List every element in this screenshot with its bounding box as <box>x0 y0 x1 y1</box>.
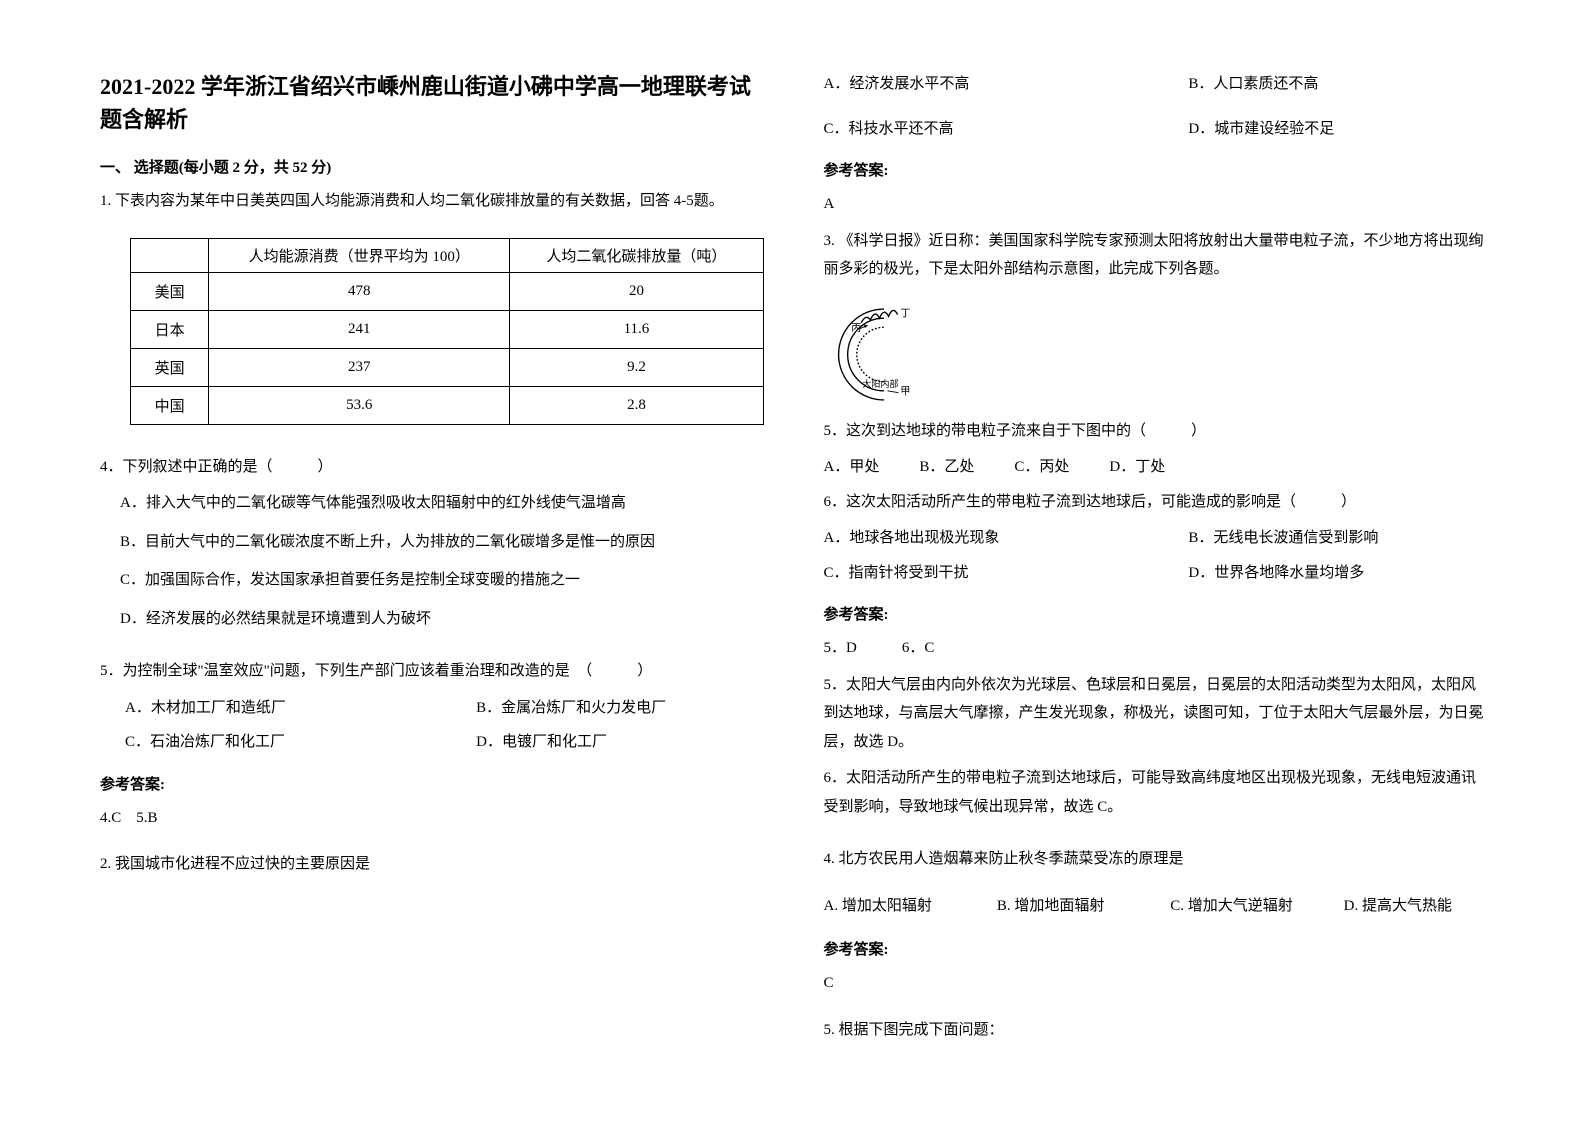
energy-table: 人均能源消费（世界平均为 100） 人均二氧化碳排放量（吨） 美国 478 20… <box>130 238 764 425</box>
diagram-label-ding: 丁 <box>900 308 910 319</box>
q3-q6-option-row: A．地球各地出现极光现象 B．无线电长波通信受到影响 <box>824 524 1488 553</box>
q1-q5-option-a: A．木材加工厂和造纸厂 <box>125 694 476 723</box>
table-cell: 237 <box>209 348 510 386</box>
q1-q4-option-c: C．加强国际合作，发达国家承担首要任务是控制全球变暖的措施之一 <box>120 566 764 595</box>
table-row: 日本 241 11.6 <box>131 310 764 348</box>
q2-option-row: C．科技水平还不高 D．城市建设经验不足 <box>824 115 1488 144</box>
q2-option-b: B．人口素质还不高 <box>1188 70 1487 99</box>
q3-q6-option-d: D．世界各地降水量均增多 <box>1188 559 1487 588</box>
q3-q6-option-a: A．地球各地出现极光现象 <box>824 524 1189 553</box>
table-cell: 53.6 <box>209 386 510 424</box>
q3-q5-option-a: A．甲处 <box>824 453 880 482</box>
table-header-cell <box>131 238 209 272</box>
q1-q5-option-d: D．电镀厂和化工厂 <box>476 728 763 757</box>
q3-q5-options: A．甲处 B．乙处 C．丙处 D．丁处 <box>824 453 1488 482</box>
q2-option-d: D．城市建设经验不足 <box>1188 115 1487 144</box>
q4-option-d: D. 提高大气热能 <box>1344 892 1487 921</box>
q3-q6-stem: 6．这次太阳活动所产生的带电粒子流到达地球后，可能造成的影响是（ ） <box>824 488 1488 517</box>
table-cell: 英国 <box>131 348 209 386</box>
table-cell: 美国 <box>131 272 209 310</box>
q2-answer: A <box>824 190 1488 219</box>
q1-answer-label: 参考答案: <box>100 773 764 794</box>
document-title: 2021-2022 学年浙江省绍兴市嵊州鹿山街道小砩中学高一地理联考试题含解析 <box>100 70 764 136</box>
diagram-label-jia: 甲 <box>900 386 910 397</box>
q3-q5-stem: 5．这次到达地球的带电粒子流来自于下图中的（ ） <box>824 417 1488 446</box>
q1-q5-stem: 5．为控制全球"温室效应"问题，下列生产部门应该着重治理和改造的是 （ ） <box>100 657 764 686</box>
q1-q4-option-a: A．排入大气中的二氧化碳等气体能强烈吸收太阳辐射中的红外线使气温增高 <box>120 489 764 518</box>
q3-q6-option-row: C．指南针将受到干扰 D．世界各地降水量均增多 <box>824 559 1488 588</box>
q3-explanation-1: 5．太阳大气层由内向外依次为光球层、色球层和日冕层，日冕层的太阳活动类型为太阳风… <box>824 671 1488 757</box>
table-row: 中国 53.6 2.8 <box>131 386 764 424</box>
q2-option-row: A．经济发展水平不高 B．人口素质还不高 <box>824 70 1488 99</box>
q3-q5-option-c: C．丙处 <box>1014 453 1069 482</box>
table-cell: 478 <box>209 272 510 310</box>
q2-stem: 2. 我国城市化进程不应过快的主要原因是 <box>100 850 764 879</box>
table-cell: 11.6 <box>510 310 763 348</box>
q1-q5-option-c: C．石油冶炼厂和化工厂 <box>125 728 476 757</box>
table-cell: 9.2 <box>510 348 763 386</box>
left-column: 2021-2022 学年浙江省绍兴市嵊州鹿山街道小砩中学高一地理联考试题含解析 … <box>100 70 764 1052</box>
q4-answer: C <box>824 969 1488 998</box>
section-heading: 一、 选择题(每小题 2 分，共 52 分) <box>100 156 764 177</box>
q1-q5-option-b: B．金属冶炼厂和火力发电厂 <box>476 694 763 723</box>
table-row: 英国 237 9.2 <box>131 348 764 386</box>
table-header-cell: 人均二氧化碳排放量（吨） <box>510 238 763 272</box>
q4-answer-label: 参考答案: <box>824 938 1488 959</box>
table-header-row: 人均能源消费（世界平均为 100） 人均二氧化碳排放量（吨） <box>131 238 764 272</box>
table-cell: 2.8 <box>510 386 763 424</box>
q3-explanation-2: 6．太阳活动所产生的带电粒子流到达地球后，可能导致高纬度地区出现极光现象，无线电… <box>824 764 1488 821</box>
table-cell: 日本 <box>131 310 209 348</box>
q4-option-b: B. 增加地面辐射 <box>997 892 1140 921</box>
sun-structure-diagram: 丁 丙 太阳内部 甲 <box>824 300 944 409</box>
q4-option-c: C. 增加大气逆辐射 <box>1170 892 1313 921</box>
q3-q5-option-b: B．乙处 <box>919 453 974 482</box>
table-cell: 20 <box>510 272 763 310</box>
q2-option-a: A．经济发展水平不高 <box>824 70 1189 99</box>
q4-stem: 4. 北方农民用人造烟幕来防止秋冬季蔬菜受冻的原理是 <box>824 845 1488 874</box>
q1-q5-option-row: A．木材加工厂和造纸厂 B．金属冶炼厂和火力发电厂 <box>125 694 764 723</box>
q4-options: A. 增加太阳辐射 B. 增加地面辐射 C. 增加大气逆辐射 D. 提高大气热能 <box>824 892 1488 921</box>
q2-option-c: C．科技水平还不高 <box>824 115 1189 144</box>
q3-answer-label: 参考答案: <box>824 603 1488 624</box>
right-column: A．经济发展水平不高 B．人口素质还不高 C．科技水平还不高 D．城市建设经验不… <box>824 70 1488 1052</box>
q1-intro: 1. 下表内容为某年中日美英四国人均能源消费和人均二氧化碳排放量的有关数据，回答… <box>100 187 764 216</box>
q1-q4-option-d: D．经济发展的必然结果就是环境遭到人为破坏 <box>120 605 764 634</box>
q3-q6-option-c: C．指南针将受到干扰 <box>824 559 1189 588</box>
q3-intro: 3. 《科学日报》近日称：美国国家科学院专家预测太阳将放射出大量带电粒子流，不少… <box>824 227 1488 284</box>
q3-answer-line: 5．D 6．C <box>824 634 1488 663</box>
q5-stem: 5. 根据下图完成下面问题： <box>824 1016 1488 1045</box>
q4-option-a: A. 增加太阳辐射 <box>824 892 967 921</box>
q3-q6-option-b: B．无线电长波通信受到影响 <box>1188 524 1487 553</box>
q2-answer-label: 参考答案: <box>824 159 1488 180</box>
table-cell: 中国 <box>131 386 209 424</box>
q3-q5-option-d: D．丁处 <box>1109 453 1165 482</box>
table-cell: 241 <box>209 310 510 348</box>
diagram-label-center: 太阳内部 <box>862 378 898 389</box>
table-row: 美国 478 20 <box>131 272 764 310</box>
q1-q5-option-row: C．石油冶炼厂和化工厂 D．电镀厂和化工厂 <box>125 728 764 757</box>
q1-q4-option-b: B．目前大气中的二氧化碳浓度不断上升，人为排放的二氧化碳增多是惟一的原因 <box>120 528 764 557</box>
q1-q4-stem: 4．下列叙述中正确的是（ ） <box>100 453 764 482</box>
table-header-cell: 人均能源消费（世界平均为 100） <box>209 238 510 272</box>
q1-answer: 4.C 5.B <box>100 804 764 833</box>
